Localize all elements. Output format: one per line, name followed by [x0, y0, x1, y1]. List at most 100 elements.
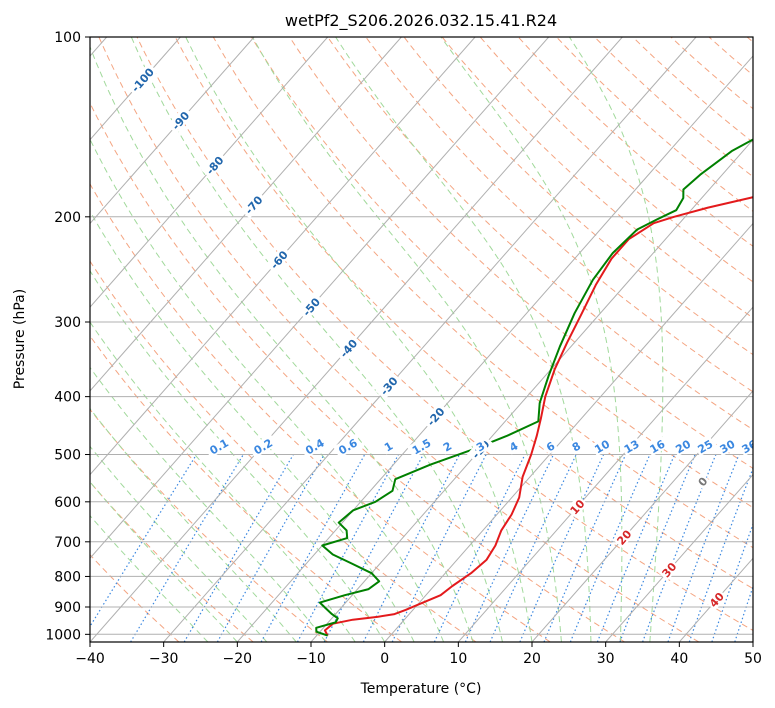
y-tick-label: 500: [54, 448, 81, 464]
mixing-ratio-line: [323, 454, 424, 642]
isotherm-label-bg: [375, 371, 402, 400]
isotherm-label-bg: [201, 151, 228, 179]
isotherm-line: [752, 641, 753, 642]
mixing-ratio-label-bg: [693, 435, 717, 457]
hot-isotherm-label: 40: [705, 588, 728, 611]
isotherm-label: -90: [166, 106, 194, 135]
x-tick-label: −30: [149, 651, 179, 667]
isotherm-line: [384, 222, 753, 642]
moist-adiabat-line: [90, 45, 474, 642]
dry-adiabat-line: [746, 37, 753, 43]
mixing-ratio-label-bg: [438, 437, 456, 455]
y-tick-label: 700: [54, 535, 81, 551]
mixing-ratio-line: [489, 454, 577, 642]
mixing-ratio-line: [688, 466, 753, 642]
mixing-ratio-line: [130, 454, 244, 642]
isotherm-line: [90, 37, 181, 141]
mixing-ratio-line: [296, 454, 400, 642]
mixing-ratio-label-text: 30: [718, 437, 738, 456]
moist-adiabat-line: [568, 37, 664, 642]
mixing-ratio-label-bg: [671, 435, 694, 457]
y-axis-label: Pressure (hPa): [12, 289, 28, 389]
mixing-ratio-line: [667, 454, 740, 642]
mixing-ratio-label-bg: [715, 435, 739, 457]
isotherm-line: [678, 557, 753, 642]
isotherm-label-bg: [265, 245, 292, 274]
moist-adiabat-line: [90, 138, 445, 642]
mixing-ratio-label-bg: [737, 435, 753, 457]
isotherm-line: [310, 138, 753, 642]
mixing-ratio-line: [596, 454, 676, 642]
isotherm-line: [236, 55, 753, 642]
hot-isotherm-label-bg: [565, 495, 588, 518]
isotherm-label: -20: [421, 402, 449, 431]
x-tick-label: −40: [75, 651, 105, 667]
dry-adiabat-line: [90, 335, 402, 642]
mixing-ratio-line: [734, 584, 753, 642]
dry-adiabat-line: [90, 101, 625, 642]
mixing-ratio-label: 0.6: [333, 434, 362, 459]
mixing-ratio-label-text: 13: [622, 437, 642, 456]
mixing-ratio-label-bg: [406, 434, 436, 459]
mixing-ratio-label: 1.5: [406, 434, 436, 459]
isotherm-line: [90, 37, 329, 308]
isotherm-line: [605, 473, 753, 642]
mixing-ratio-label: 3: [472, 437, 489, 455]
mixing-ratio-label-bg: [567, 437, 585, 455]
mixing-ratio-label: 0.1: [204, 434, 233, 459]
moist-adiabat-line: [251, 37, 562, 642]
y-tick-label: 100: [54, 30, 81, 46]
mixing-ratio-label: 0.4: [300, 434, 329, 459]
hot-isotherm-label-bg: [612, 525, 635, 549]
y-tick-label: 200: [54, 210, 81, 226]
y-tick-label: 800: [54, 569, 81, 585]
isotherm-line: [163, 37, 697, 642]
dry-adiabat-line: [403, 37, 753, 356]
dry-adiabat-line: [136, 37, 753, 632]
x-axis-label: Temperature (°C): [360, 681, 482, 697]
mixing-ratio-label-bg: [204, 434, 233, 459]
mixing-ratio-label-bg: [300, 434, 329, 459]
isotherm-label-bg: [239, 190, 267, 219]
mixing-ratio-label: 6: [542, 437, 559, 455]
zero-isotherm-label: 0: [693, 472, 711, 490]
dry-adiabat-line: [98, 37, 700, 642]
isotherm-label: -100: [126, 62, 158, 97]
dry-adiabat-line: [212, 37, 753, 549]
mixing-ratio-label-bg: [590, 435, 613, 457]
mixing-ratio-line: [183, 454, 294, 642]
mixing-ratio-line: [362, 454, 461, 642]
x-tick-label: 0: [380, 651, 389, 667]
isotherm-line: [90, 37, 402, 392]
dry-adiabat-line: [90, 182, 551, 642]
mixing-ratio-line: [519, 454, 605, 642]
x-tick-label: −10: [296, 651, 326, 667]
isotherm-line: [90, 37, 255, 225]
y-tick-label: 300: [54, 315, 81, 331]
moist-adiabat-line: [130, 37, 503, 642]
moist-adiabat-line: [90, 210, 415, 642]
mixing-ratio-label: 4: [505, 437, 522, 455]
mixing-ratio-line: [569, 454, 651, 642]
dry-adiabat-line: [517, 37, 753, 247]
hot-isotherm-label: 30: [657, 558, 680, 581]
x-tick-label: 10: [449, 651, 467, 667]
background-lines: [90, 37, 753, 642]
mixing-ratio-label-bg: [645, 435, 669, 457]
mixing-ratio-line: [90, 454, 198, 628]
mixing-ratio-label: 30: [715, 435, 739, 457]
isotherm-label-bg: [334, 334, 362, 362]
x-tick-label: −20: [223, 651, 253, 667]
x-tick-label: 40: [670, 651, 688, 667]
mixing-ratio-label-text: 20: [673, 437, 693, 456]
moist-adiabat-line: [90, 445, 268, 642]
x-tick-label: 50: [744, 651, 762, 667]
line-labels: -100-90-80-70-60-50-40-30-20-10102030400…: [126, 62, 753, 611]
isotherm-label: -60: [265, 245, 292, 274]
hot-isotherm-label-bg: [657, 558, 680, 581]
x-tick-label: 30: [597, 651, 615, 667]
hot-isotherm-label: 10: [565, 495, 588, 518]
axes: −40 −30 −20 −10 0 10 20 30 40 5010020030040050060…: [45, 30, 762, 667]
mixing-ratio-label: 36: [737, 435, 753, 457]
